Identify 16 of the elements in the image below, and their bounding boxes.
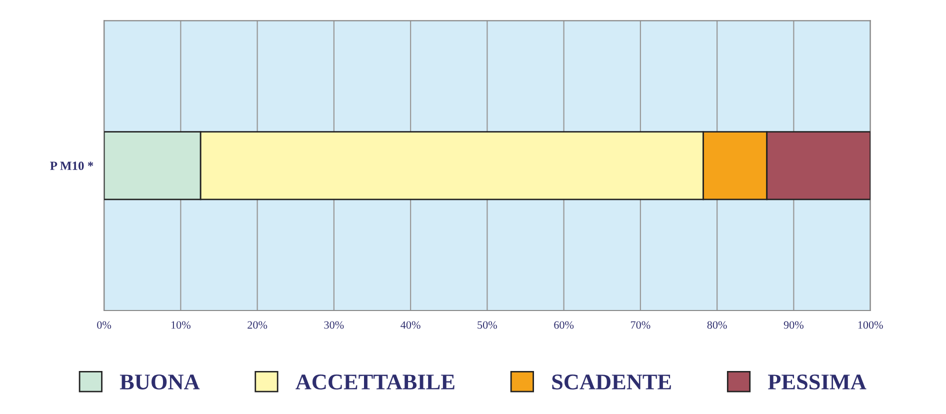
x-tick-label: 90% [784,321,804,329]
legend-label: ACCETTABILE [296,374,454,390]
x-tick-label: 30% [324,321,344,329]
x-tick-label: 60% [554,321,574,329]
x-tick-label: 70% [630,321,650,329]
x-tick-label: 50% [478,321,497,329]
legend-label: PESSIMA [768,374,866,390]
x-tick-label: 20% [248,321,268,329]
x-tick-label: 100% [858,321,883,329]
x-tick-label: 0% [97,321,112,329]
legend-label: BUONA [120,374,200,390]
x-tick-label: 10% [171,321,190,329]
x-tick-label: 80% [707,321,727,329]
y-tick-label: P M10 * [50,162,94,170]
x-tick-label: 40% [400,321,420,329]
legend-label: SCADENTE [552,374,671,390]
